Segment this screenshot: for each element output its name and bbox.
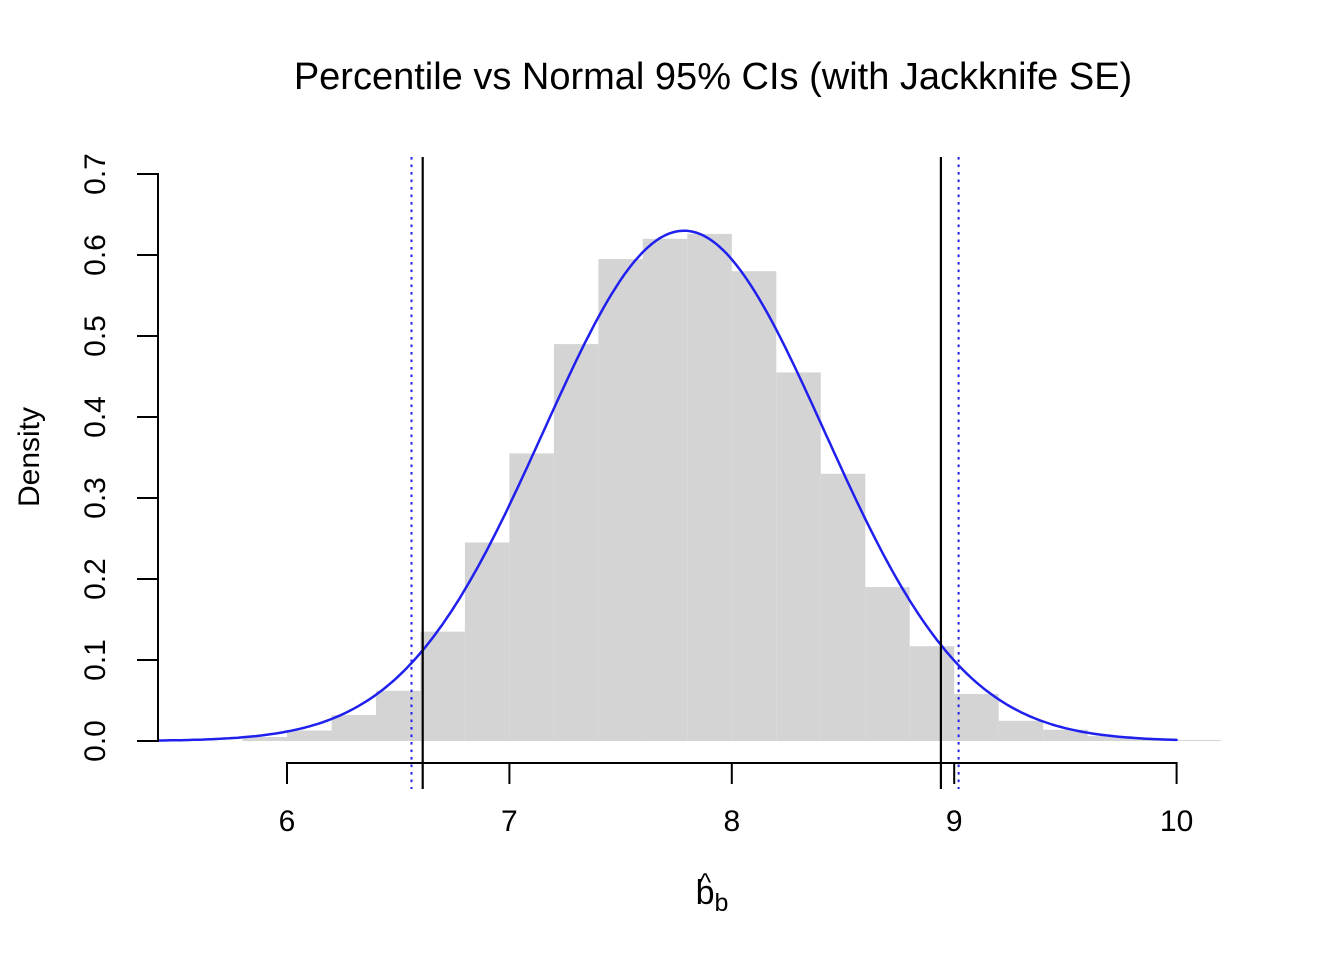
histogram-bar bbox=[954, 694, 999, 741]
histogram-bar bbox=[820, 473, 866, 741]
y-tick-label: 0.3 bbox=[79, 477, 112, 519]
x-tick-label: 10 bbox=[1160, 805, 1193, 838]
histogram-bar bbox=[731, 271, 777, 741]
histogram-bar bbox=[776, 372, 821, 741]
histogram-bar bbox=[998, 720, 1044, 742]
y-tick-label: 0.7 bbox=[79, 153, 112, 195]
histogram-bar bbox=[1176, 740, 1222, 741]
y-tick-label: 0.0 bbox=[79, 720, 112, 762]
histogram-bar bbox=[553, 344, 599, 741]
x-tick-label: 6 bbox=[279, 805, 296, 838]
histogram-bar bbox=[509, 453, 554, 741]
x-axis-label: ^ bb bbox=[695, 869, 729, 920]
y-tick-label: 0.6 bbox=[79, 234, 112, 276]
hat-accent: ^ bbox=[698, 867, 712, 897]
histogram-bar bbox=[420, 631, 465, 741]
x-axis-label-base: b bbox=[695, 874, 715, 912]
y-tick-label: 0.4 bbox=[79, 396, 112, 438]
y-tick-label: 0.1 bbox=[79, 639, 112, 681]
y-tick-label: 0.5 bbox=[79, 315, 112, 357]
histogram-bar bbox=[865, 587, 910, 741]
x-axis-label-subscript: b bbox=[714, 889, 729, 917]
histogram-bar bbox=[687, 233, 732, 741]
x-tick-label: 7 bbox=[501, 805, 518, 838]
histogram-bar bbox=[464, 542, 510, 741]
histogram-bar bbox=[598, 259, 643, 741]
histogram-bar bbox=[1087, 736, 1133, 741]
x-tick-label: 9 bbox=[946, 805, 963, 838]
histogram-bar bbox=[909, 646, 955, 741]
histogram-bar bbox=[287, 730, 332, 741]
x-tick-label: 8 bbox=[723, 805, 740, 838]
histogram-bar bbox=[1043, 729, 1088, 741]
y-axis-label: Density bbox=[13, 406, 46, 508]
normal-density-curve bbox=[156, 229, 1178, 742]
y-tick-label: 0.2 bbox=[79, 558, 112, 600]
plot-title: Percentile vs Normal 95% CIs (with Jackk… bbox=[293, 56, 1133, 98]
histogram-bar bbox=[642, 238, 688, 742]
histogram-bar bbox=[242, 737, 287, 741]
histogram-bar bbox=[331, 715, 376, 741]
histogram-bar bbox=[376, 690, 421, 741]
